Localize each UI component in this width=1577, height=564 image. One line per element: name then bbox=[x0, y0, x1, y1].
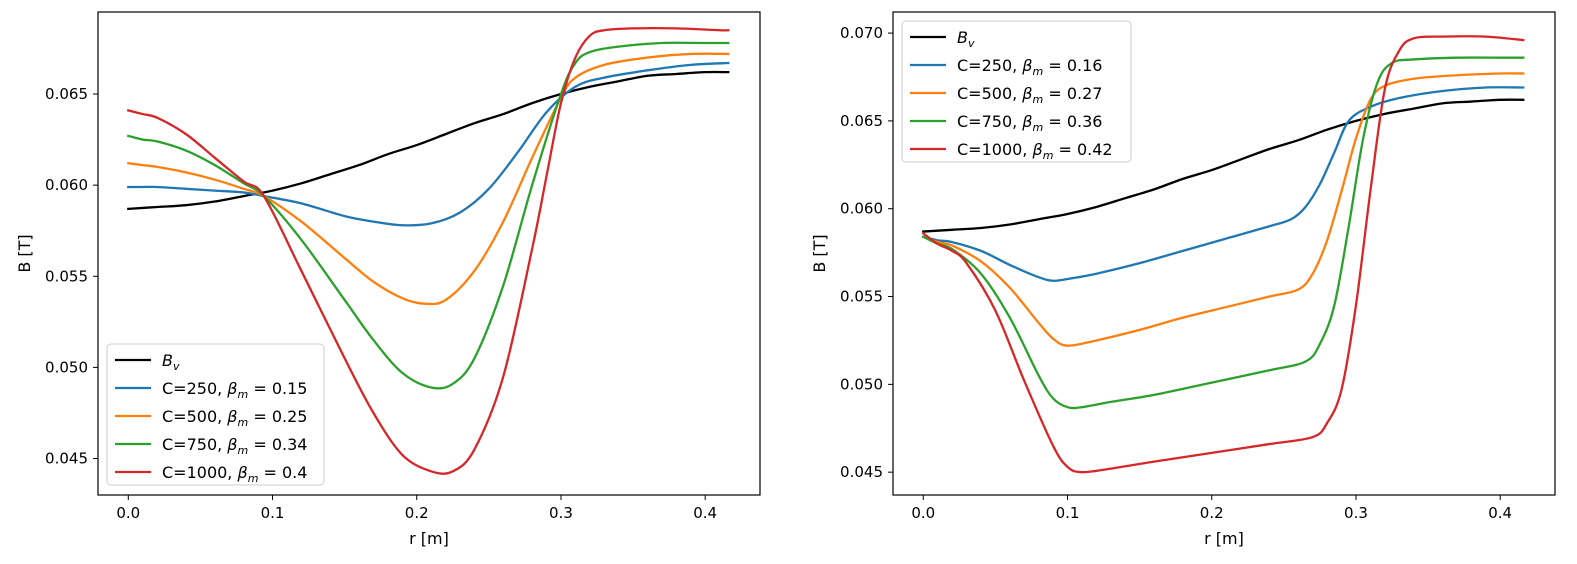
legend-label-part: m bbox=[238, 416, 249, 429]
series-line-1 bbox=[922, 98, 1525, 233]
legend: BvC=250, βm = 0.15C=500, βm = 0.25C=750,… bbox=[106, 343, 325, 486]
y-tick-label: 0.050 bbox=[840, 375, 883, 393]
legend-label-part: β bbox=[1031, 140, 1042, 159]
legend-label-part: β bbox=[1021, 56, 1032, 75]
x-tick-label: 0.2 bbox=[405, 504, 429, 522]
series-line-5 bbox=[126, 27, 730, 475]
x-tick-label: 0.3 bbox=[1344, 504, 1368, 522]
legend-label-part: m bbox=[1043, 149, 1054, 162]
y-tick-label: 0.060 bbox=[45, 176, 88, 194]
legend-label-part: C=250, bbox=[957, 56, 1022, 75]
legend-label-part: C=750, bbox=[162, 435, 227, 454]
chart-panel-2: 0.0 0.1 0.2 0.3 0.4 0.045 0.050 0.055 0.060 0.065… bbox=[810, 11, 1556, 548]
legend-label-part: = 0.42 bbox=[1053, 140, 1112, 159]
legend-label-part: m bbox=[1033, 65, 1044, 78]
chart-panel-1: 0.0 0.1 0.2 0.3 0.4 0.045 0.050 0.055 0.060 0.065… bbox=[15, 11, 761, 548]
legend-label-part: m bbox=[238, 388, 249, 401]
legend-label-part: C=500, bbox=[162, 407, 227, 426]
legend-label-part: β bbox=[236, 463, 247, 482]
x-axis-label: r [m] bbox=[409, 529, 449, 548]
legend-label-part: m bbox=[238, 444, 249, 457]
legend-label-part: m bbox=[1033, 93, 1044, 106]
legend-label-4: C=750, βm = 0.34 bbox=[162, 435, 307, 457]
x-axis-label: r [m] bbox=[1204, 529, 1244, 548]
y-tick-label: 0.055 bbox=[45, 267, 88, 285]
legend-label-part: C=1000, bbox=[162, 463, 237, 482]
legend-label-2: C=250, βm = 0.16 bbox=[957, 56, 1102, 78]
legend-label-part: = 0.36 bbox=[1043, 112, 1102, 131]
legend-label-part: v bbox=[173, 360, 180, 373]
y-tick-label: 0.050 bbox=[45, 358, 88, 376]
legend-label-part: β bbox=[1021, 84, 1032, 103]
legend-label-part: C=500, bbox=[957, 84, 1022, 103]
y-tick-label: 0.065 bbox=[45, 85, 88, 103]
y-tick-label: 0.055 bbox=[840, 288, 883, 306]
legend-label-part: = 0.27 bbox=[1043, 84, 1102, 103]
y-axis-label: B [T] bbox=[15, 234, 34, 272]
legend-label-part: = 0.25 bbox=[248, 407, 307, 426]
y-tick-label: 0.045 bbox=[840, 463, 883, 481]
legend-label-part: β bbox=[1021, 112, 1032, 131]
x-tick-label: 0.0 bbox=[911, 504, 935, 522]
legend-label-3: C=500, βm = 0.27 bbox=[957, 84, 1102, 106]
y-axis-label: B [T] bbox=[810, 234, 829, 272]
legend-label-part: C=1000, bbox=[957, 140, 1032, 159]
legend-label-1: Bv bbox=[957, 28, 975, 50]
series-line-2 bbox=[127, 61, 730, 227]
series-group bbox=[126, 27, 730, 475]
x-tick-label: 0.1 bbox=[1056, 504, 1080, 522]
series-line-1 bbox=[127, 70, 730, 211]
x-tick-label: 0.3 bbox=[549, 504, 573, 522]
legend-label-5: C=1000, βm = 0.4 bbox=[162, 463, 307, 485]
y-tick-label: 0.065 bbox=[840, 112, 883, 130]
legend-label-part: B bbox=[957, 28, 968, 47]
series-line-3 bbox=[127, 52, 730, 306]
legend-label-part: C=750, bbox=[957, 112, 1022, 131]
axes-frame bbox=[97, 11, 761, 496]
series-group bbox=[921, 35, 1525, 474]
legend-label-part: v bbox=[968, 37, 975, 50]
series-line-5 bbox=[921, 35, 1525, 474]
x-tick-label: 0.0 bbox=[116, 504, 140, 522]
legend-label-2: C=250, βm = 0.15 bbox=[162, 379, 307, 401]
y-tick-label: 0.070 bbox=[840, 24, 883, 42]
legend-label-5: C=1000, βm = 0.42 bbox=[957, 140, 1113, 162]
legend-label-part: β bbox=[226, 435, 237, 454]
legend-label-part: m bbox=[1033, 121, 1044, 134]
series-line-2 bbox=[921, 86, 1525, 282]
y-tick-label: 0.060 bbox=[840, 200, 883, 218]
series-line-4 bbox=[126, 41, 730, 390]
legend-label-part: = 0.15 bbox=[248, 379, 307, 398]
legend-label-part: = 0.16 bbox=[1043, 56, 1102, 75]
legend-label-part: β bbox=[226, 379, 237, 398]
axes-frame bbox=[892, 11, 1556, 496]
legend-label-part: B bbox=[162, 351, 173, 370]
legend-frame bbox=[901, 20, 1132, 163]
legend-label-part: m bbox=[248, 472, 259, 485]
x-tick-label: 0.4 bbox=[1488, 504, 1512, 522]
x-tick-label: 0.2 bbox=[1200, 504, 1224, 522]
legend-label-1: Bv bbox=[162, 351, 180, 373]
legend-label-4: C=750, βm = 0.36 bbox=[957, 112, 1102, 134]
x-tick-label: 0.1 bbox=[261, 504, 285, 522]
legend-label-part: β bbox=[226, 407, 237, 426]
legend-frame bbox=[106, 343, 325, 486]
legend-label-3: C=500, βm = 0.25 bbox=[162, 407, 307, 429]
legend-label-part: C=250, bbox=[162, 379, 227, 398]
legend-label-part: = 0.4 bbox=[258, 463, 307, 482]
legend-label-part: = 0.34 bbox=[248, 435, 307, 454]
legend: BvC=250, βm = 0.16C=500, βm = 0.27C=750,… bbox=[901, 20, 1132, 163]
x-tick-label: 0.4 bbox=[693, 504, 717, 522]
y-tick-label: 0.045 bbox=[45, 450, 88, 468]
